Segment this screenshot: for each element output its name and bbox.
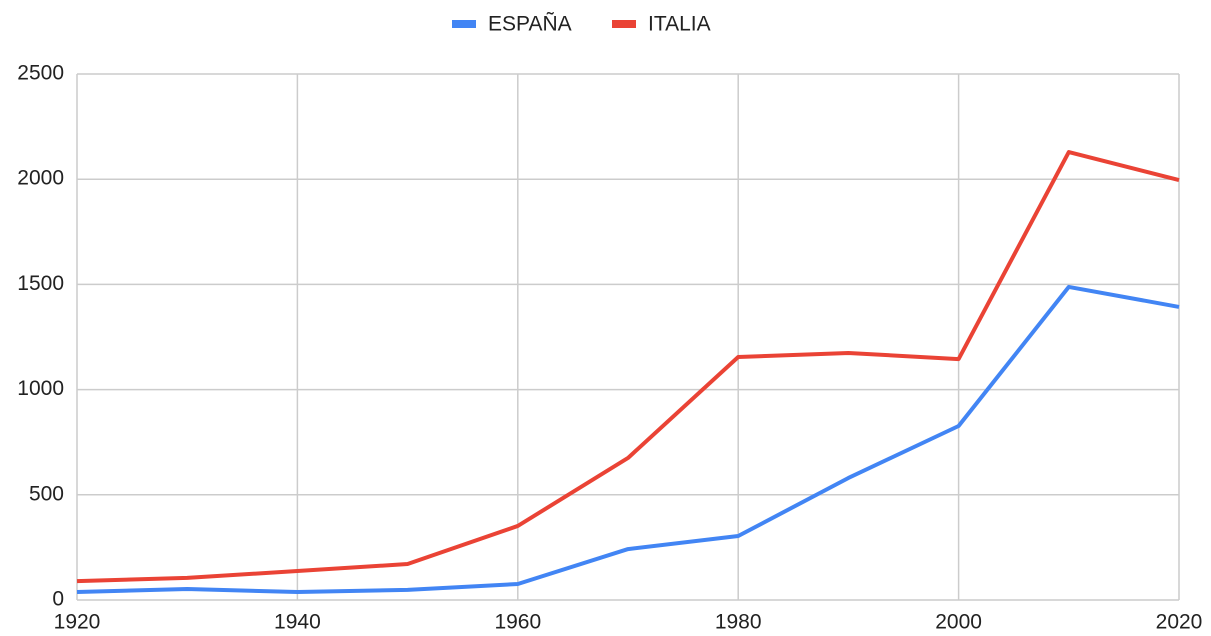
x-tick-label: 2000 bbox=[935, 611, 982, 634]
y-tick-label: 2500 bbox=[17, 62, 64, 85]
x-tick-label: 1940 bbox=[274, 611, 321, 634]
y-tick-label: 0 bbox=[52, 588, 64, 611]
legend-label: ESPAÑA bbox=[488, 12, 572, 36]
y-tick-label: 1000 bbox=[17, 377, 64, 400]
x-tick-label: 1980 bbox=[715, 611, 762, 634]
x-tick-label: 1920 bbox=[54, 611, 101, 634]
y-tick-label: 2000 bbox=[17, 167, 64, 190]
x-tick-label: 2020 bbox=[1156, 611, 1203, 634]
line bbox=[76, 150, 1180, 584]
legend-label: ITALIA bbox=[648, 13, 711, 36]
legend-swatch bbox=[452, 20, 476, 28]
y-tick-label: 1500 bbox=[17, 272, 64, 295]
y-tick-label: 500 bbox=[29, 482, 64, 505]
line bbox=[76, 284, 1180, 595]
legend-swatch bbox=[612, 20, 636, 28]
x-tick-label: 1960 bbox=[494, 611, 541, 634]
